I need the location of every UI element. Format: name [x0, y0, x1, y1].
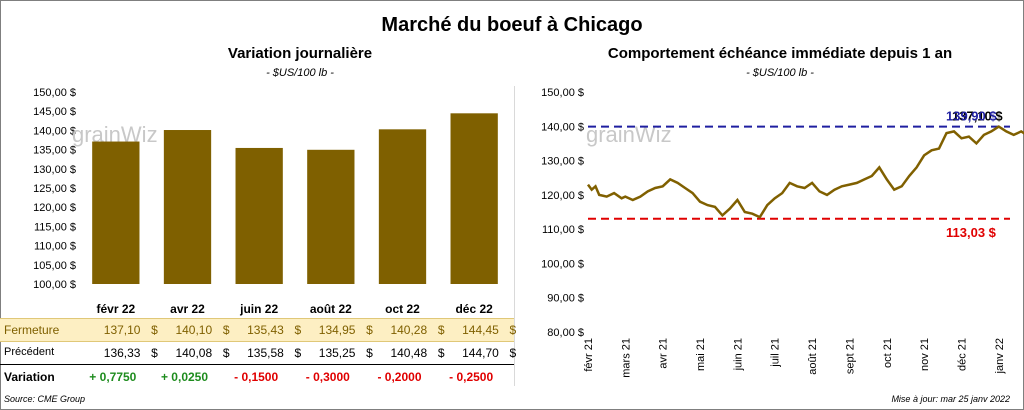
bar-0: [92, 141, 140, 284]
bar-y-tick-label: 105,00 $: [33, 260, 76, 272]
table-cell: 134,95 $: [318, 323, 373, 337]
panel-divider: [514, 86, 515, 386]
table-cell: 135,43 $: [247, 323, 302, 337]
bar-y-tick-label: 100,00 $: [33, 279, 76, 291]
table-cell: 135,58 $: [247, 346, 302, 360]
line-x-tick-label: nov 21: [919, 338, 931, 371]
line-y-tick-label: 120,00 $: [541, 190, 584, 202]
table-cell: 135,25 $: [318, 346, 373, 360]
table-cell: - 0,3000: [305, 370, 350, 384]
bar-3: [307, 149, 355, 284]
table-row-label: Précédent: [4, 346, 55, 358]
bar-y-tick-label: 135,00 $: [33, 145, 76, 157]
line-x-tick-label: juil 21: [770, 338, 782, 368]
line-chart-subtitle: - $US/100 lb -: [746, 67, 814, 79]
bar-y-tick-label: 140,00 $: [33, 125, 76, 137]
table-row-variation: Variation + 0,7750 + 0,0250 - 0,1500 - 0,300…: [0, 366, 514, 388]
table-header-cell: juin 22: [240, 302, 279, 316]
table-cell: - 0,1500: [234, 370, 279, 384]
line-x-tick-label: août 21: [807, 338, 819, 375]
source-note: Source: CME Group: [4, 394, 86, 404]
bar-y-tick-label: 150,00 $: [33, 87, 76, 99]
bar-y-tick-label: 130,00 $: [33, 164, 76, 176]
line-chart: 80,00 $ 90,00 $ 100,00 $ 110,00 $ 120,00 $ 13…: [541, 87, 1024, 378]
table-header-cell: févr 22: [96, 302, 136, 316]
bar-y-tick-label: 125,00 $: [33, 183, 76, 195]
line-x-tick-label: juin 21: [732, 338, 744, 371]
line-x-tick-label: févr 21: [583, 338, 595, 372]
line-y-tick-label: 80,00 $: [547, 327, 584, 339]
line-y-tick-label: 110,00 $: [542, 224, 584, 236]
line-y-tick-label: 150,00 $: [541, 87, 584, 99]
bar-y-tick-label: 110,00 $: [34, 241, 76, 253]
table-row-label: Variation: [4, 370, 55, 384]
main-title: Marché du boeuf à Chicago: [381, 14, 643, 36]
bar-1: [163, 130, 212, 284]
table-row-previous: Précédent 136,33 $ 140,08 $ 135,58 $ 135,25 …: [0, 342, 517, 365]
line-y-tick-label: 140,00 $: [541, 121, 584, 133]
low-label: 113,03 $: [946, 225, 997, 240]
table-cell: + 0,0250: [160, 370, 209, 384]
table-cell: - 0,2500: [449, 370, 494, 384]
line-chart-title: Comportement échéance immédiate depuis 1…: [607, 45, 953, 62]
table-cell: 140,48 $: [390, 346, 445, 360]
line-y-tick-label: 90,00 $: [547, 293, 584, 305]
line-x-tick-label: janv 22: [994, 338, 1006, 374]
table-cell: + 0,7750: [89, 370, 137, 384]
table-cell: 140,28 $: [390, 323, 445, 337]
line-x-tick-label: avr 21: [658, 338, 670, 369]
line-y-tick-label: 100,00 $: [541, 258, 584, 270]
table-header-cell: août 22: [309, 302, 352, 316]
line-x-tick-label: mars 21: [620, 338, 632, 378]
bar-y-tick-label: 115,00 $: [34, 221, 76, 233]
bar-2: [235, 147, 283, 284]
table-cell: - 0,2000: [377, 370, 422, 384]
line-x-tick-label: sept 21: [844, 338, 856, 374]
table-cell: 144,45 $: [462, 323, 517, 337]
line-x-tick-label: oct 21: [882, 338, 894, 368]
table-cell: 144,70 $: [462, 346, 517, 360]
bar-5: [450, 113, 498, 284]
table-header-cell: avr 22: [170, 302, 205, 316]
line-y-tick-label: 130,00 $: [541, 156, 584, 168]
table-header-cell: oct 22: [385, 302, 420, 316]
high-label: 139,90 $: [946, 109, 997, 124]
table-header-cell: déc 22: [455, 302, 493, 316]
table-cell: 136,33 $: [103, 346, 158, 360]
table-row-close: Fermeture 137,10 $ 140,10 $ 135,43 $ 134,95 …: [0, 318, 517, 342]
table-row-label: Fermeture: [4, 323, 60, 337]
line-x-tick-label: mai 21: [695, 338, 707, 371]
price-series-line: [586, 125, 1024, 219]
bar-chart: 100,00 $ 105,00 $ 110,00 $ 115,00 $ 120,00 $…: [33, 87, 498, 291]
table-cell: 140,08 $: [175, 346, 230, 360]
bar-y-tick-label: 145,00 $: [33, 106, 76, 118]
table-cell: 137,10 $: [103, 323, 158, 337]
bar-chart-title: Variation journalière: [227, 45, 373, 62]
bar-y-tick-label: 120,00 $: [33, 202, 76, 214]
update-date: Mise à jour: mar 25 janv 2022: [891, 394, 1010, 404]
bar-chart-subtitle: - $US/100 lb -: [266, 67, 334, 79]
table-cell: 140,10 $: [175, 323, 230, 337]
high-label-overlap: 137,10 $: [952, 109, 1003, 124]
line-x-tick-label: déc 21: [956, 338, 968, 371]
bar-4: [378, 129, 427, 284]
table-header-row: févr 22 avr 22 juin 22 août 22 oct 22 déc 22: [0, 298, 514, 320]
